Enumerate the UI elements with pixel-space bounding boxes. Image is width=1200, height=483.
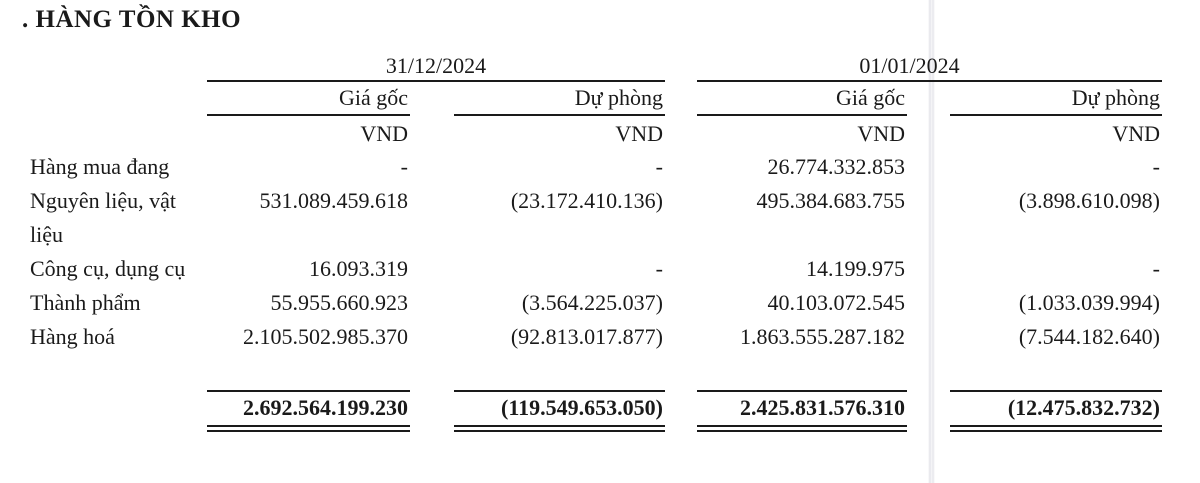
cell-value: (3.564.225.037) [521,290,663,315]
cell-value: - [1152,154,1160,179]
row-label: Nguyên liệu, vật liệu [30,188,177,247]
cell-value: 26.774.332.853 [767,154,906,179]
page-crease-line [928,0,935,483]
unit-label: VND [857,121,905,146]
cell-value: 531.089.459.618 [259,188,409,213]
date-header-prior: 01/01/2024 [697,53,1162,82]
row-label: Công cụ, dụng cụ [30,256,186,281]
inventory-table: 31/12/2024 01/01/2024 Giá gốc Dự phòng G… [30,52,1162,432]
cell-value: (1.033.039.994) [1018,290,1160,315]
total-row: 2.692.564.199.230 (119.549.653.050) 2.42… [30,390,1162,432]
cell-value: 16.093.319 [309,256,408,281]
total-value: 2.425.831.576.310 [697,390,907,432]
cell-value: (23.172.410.136) [510,188,663,213]
table-row: Thành phẩm 55.955.660.923 (3.564.225.037… [30,286,1162,320]
date-header-row: 31/12/2024 01/01/2024 [30,52,1162,82]
unit-label: VND [1112,121,1160,146]
cell-value: - [1152,256,1160,281]
row-label: Hàng mua đang [30,154,170,179]
column-header-row: Giá gốc Dự phòng Giá gốc Dự phòng [30,82,1162,116]
total-value: (119.549.653.050) [454,390,665,432]
cell-value: (7.544.182.640) [1018,324,1160,349]
col-header-provision-current: Dự phòng [454,85,665,116]
cell-value: (3.898.610.098) [1018,188,1160,213]
cell-value: 40.103.072.545 [767,290,906,315]
cell-value: 2.105.502.985.370 [243,324,408,349]
unit-label: VND [615,121,663,146]
section-title: . HÀNG TỒN KHO [22,6,242,33]
col-header-provision-prior: Dự phòng [950,85,1162,116]
row-label: Hàng hoá [30,324,115,349]
table-row: Hàng mua đang - - 26.774.332.853 - [30,150,1162,184]
col-header-cost-current: Giá gốc [207,85,410,116]
table-row: Công cụ, dụng cụ 16.093.319 - 14.199.975… [30,252,1162,286]
cell-value: - [655,256,663,281]
cell-value: (92.813.017.877) [510,324,663,349]
unit-row: VND VND VND VND [30,116,1162,150]
cell-value: - [400,154,408,179]
col-header-cost-prior: Giá gốc [697,85,907,116]
cell-value: - [655,154,663,179]
cell-value: 495.384.683.755 [756,188,906,213]
cell-value: 14.199.975 [806,256,905,281]
date-header-current: 31/12/2024 [207,53,665,82]
cell-value: 55.955.660.923 [270,290,409,315]
total-value: 2.692.564.199.230 [207,390,410,432]
row-label: Thành phẩm [30,290,141,315]
unit-label: VND [360,121,408,146]
cell-value: 1.863.555.287.182 [740,324,905,349]
table-row: Hàng hoá 2.105.502.985.370 (92.813.017.8… [30,320,1162,354]
total-value: (12.475.832.732) [950,390,1162,432]
table-row: Nguyên liệu, vật liệu 531.089.459.618 (2… [30,184,1162,252]
